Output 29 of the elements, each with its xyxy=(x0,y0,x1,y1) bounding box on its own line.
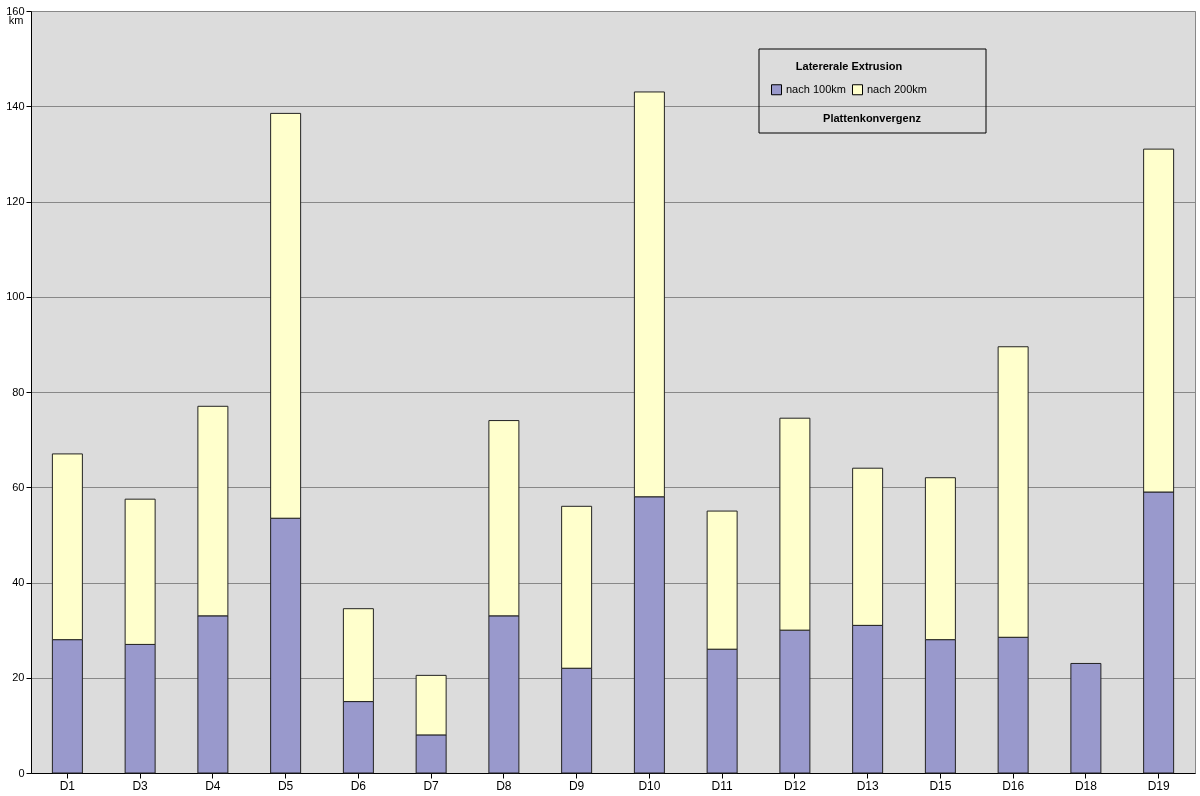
x-tick-label: D6 xyxy=(350,778,367,793)
y-tick-label: 100 xyxy=(6,290,25,303)
y-tick-label: 0 xyxy=(18,766,25,779)
legend-label: nach 200km xyxy=(867,82,927,95)
x-tick-label: D8 xyxy=(496,778,512,793)
x-tick-label: D10 xyxy=(638,778,661,793)
x-tick-label: D3 xyxy=(132,778,149,793)
y-tick-label: 140 xyxy=(6,99,25,112)
x-tick-label: D1 xyxy=(59,778,76,793)
annotation: Plattenkonvergenz xyxy=(823,112,922,124)
x-tick-label: D19 xyxy=(1147,778,1170,793)
x-tick-label: D13 xyxy=(856,778,879,793)
bar xyxy=(1070,662,1102,774)
x-tick-label: D7 xyxy=(423,778,440,793)
y-tick-label: 20 xyxy=(12,671,25,684)
x-tick-label: D4 xyxy=(205,778,221,793)
y-tick-label: 120 xyxy=(6,195,25,207)
legend-title: Latererale Extrusion xyxy=(795,60,903,72)
x-tick-label: D15 xyxy=(929,778,952,793)
x-tick-label: D5 xyxy=(277,778,294,793)
x-tick-label: D16 xyxy=(1002,778,1025,793)
x-tick-label: D12 xyxy=(783,778,807,793)
x-tick-label: D11 xyxy=(711,778,734,793)
x-tick-label: D9 xyxy=(568,778,585,793)
y-tick-label: 60 xyxy=(12,480,25,493)
y-tick-label: 80 xyxy=(12,385,25,398)
legend-label: nach 100km xyxy=(786,82,846,95)
x-tick-label: D18 xyxy=(1074,778,1098,793)
y-tick-label: 40 xyxy=(12,576,25,588)
